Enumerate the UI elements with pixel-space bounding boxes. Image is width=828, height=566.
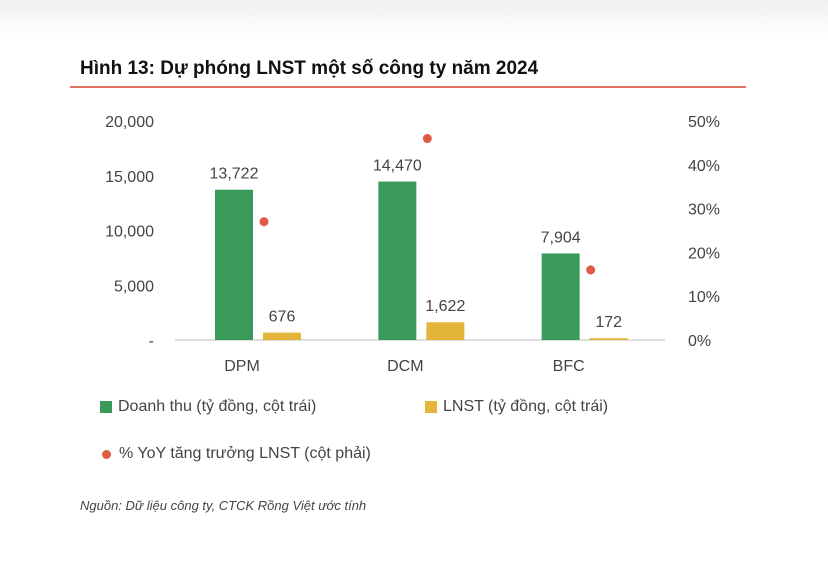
left-axis: - 5,000 10,000 15,000 20,000 (105, 114, 154, 350)
right-tick-label: 0% (688, 333, 711, 350)
legend-growth-marker (102, 449, 111, 459)
top-shade (0, 0, 828, 38)
legend-profit-label: LNST (tỷ đồng, cột trái) (443, 398, 609, 415)
right-tick-label: 40% (688, 158, 720, 175)
source-note: Nguồn: Dữ liệu công ty, CTCK Rồng Việt ư… (80, 498, 367, 513)
bar (541, 253, 580, 340)
data-label: 1,622 (425, 298, 465, 315)
right-axis: 0% 10% 20% 30% 40% 50% (688, 114, 720, 350)
legend-growth-label: % YoY tăng trưởng LNST (cột phải) (119, 445, 371, 462)
right-tick-label: 20% (688, 245, 720, 262)
data-label: 14,470 (373, 158, 422, 175)
legend-revenue: Doanh thu (tỷ đồng, cột trái) (100, 398, 316, 416)
bar (378, 181, 417, 340)
growth-point (422, 134, 432, 144)
bar (263, 332, 301, 340)
left-tick-label: 20,000 (105, 114, 154, 131)
legend-profit-swatch (425, 401, 437, 413)
legend-revenue-swatch (100, 401, 112, 413)
bar (426, 322, 465, 340)
title-rule (70, 86, 746, 88)
category-label: DCM (387, 358, 423, 375)
data-label: 13,722 (210, 166, 259, 183)
left-tick-label: - (149, 333, 154, 350)
bar (215, 189, 253, 340)
data-label: 676 (269, 309, 296, 326)
growth-points (259, 134, 596, 275)
legend-revenue-label: Doanh thu (tỷ đồng, cột trái) (118, 398, 317, 415)
data-label: 7,904 (541, 229, 581, 246)
category-label: BFC (553, 358, 585, 375)
growth-point (259, 217, 269, 227)
category-label: DPM (224, 358, 260, 375)
left-tick-label: 15,000 (105, 169, 154, 186)
growth-point (586, 265, 596, 275)
left-tick-label: 10,000 (105, 224, 154, 241)
right-tick-label: 30% (688, 202, 720, 219)
category-labels: DPM DCM BFC (224, 358, 584, 375)
chart: - 5,000 10,000 15,000 20,000 0% 10% 20% 30% 40% 5… (105, 114, 720, 375)
right-tick-label: 10% (688, 289, 720, 306)
data-label: 172 (595, 314, 622, 331)
figure-title: Hình 13: Dự phóng LNST một số công ty nă… (80, 58, 539, 79)
right-tick-label: 50% (688, 114, 720, 131)
legend-growth: % YoY tăng trưởng LNST (cột phải) (100, 445, 371, 463)
bars: 13,722 676 14,470 1,622 7,904 172 (210, 158, 628, 340)
legend-profit: LNST (tỷ đồng, cột trái) (425, 398, 608, 416)
left-tick-label: 5,000 (114, 278, 154, 295)
bar (589, 338, 628, 340)
